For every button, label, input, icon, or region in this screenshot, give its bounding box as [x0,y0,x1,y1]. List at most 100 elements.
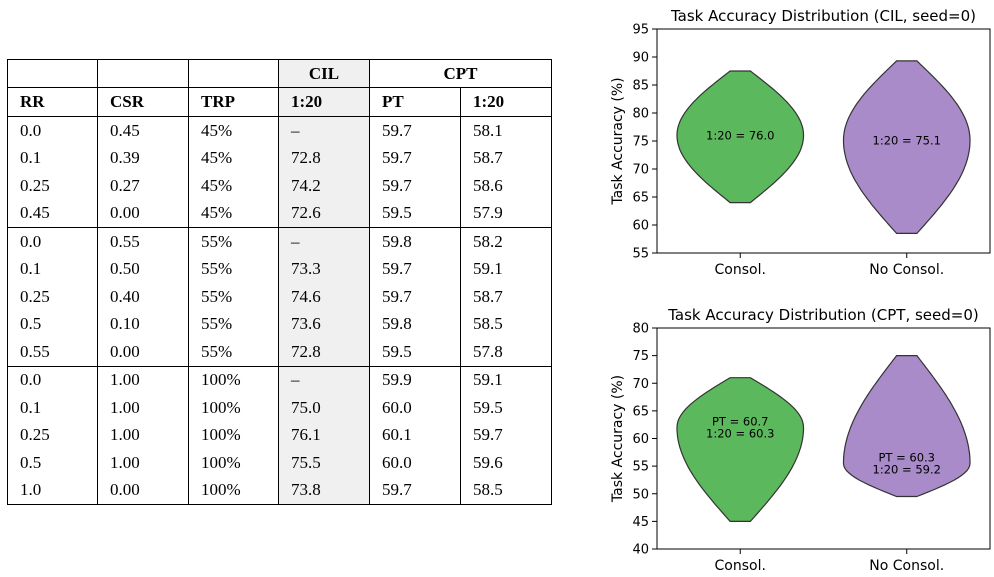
table-cell: 45% [188,172,279,200]
table-cell: 58.6 [460,172,552,200]
y-tick-label: 65 [632,191,649,206]
table-cell: 0.50 [97,255,189,283]
y-axis-label: Task Accuracy (%) [610,77,626,205]
column-header-cpt-ratio: 1:20 [460,87,552,117]
table-cell: 59.1 [460,365,552,394]
column-header-csr: CSR [97,87,189,117]
table-cell: 45% [188,199,279,228]
y-tick-label: 45 [632,515,649,530]
y-tick-label: 80 [632,322,649,337]
table-cell: 1.00 [97,449,189,477]
results-table: CIL CPT RR CSR TRP 1:20 PT 1:20 0.0 0.45 4… [7,59,552,505]
x-tick-label: No Consol. [869,262,944,278]
violin-annotation: 1:20 = 60.3 [706,426,774,440]
table-cell: 59.8 [369,227,461,256]
table-row: 0.1 1.00 100% 75.0 60.0 59.5 [7,394,552,422]
table-cell: 0.25 [7,421,98,449]
violin-annotation: 1:20 = 75.1 [873,133,941,147]
table-cell: – [278,365,370,394]
violin-annotation: 1:20 = 76.0 [706,128,774,142]
group-header-cpt: CPT [369,59,552,88]
table-row: 0.1 0.39 45% 72.8 59.7 58.7 [7,144,552,172]
table-cell: 0.00 [97,199,189,228]
table-row: 0.25 1.00 100% 76.1 60.1 59.7 [7,421,552,449]
table-cell: 100% [188,449,279,477]
table-cell: 0.39 [97,144,189,172]
table-row: 0.0 0.55 55% –59.8 58.2 [7,227,552,256]
violin-annotation: 1:20 = 59.2 [873,462,941,476]
y-tick-label: 75 [632,135,649,150]
table-cell: 73.6 [278,310,370,338]
group-header-cell [188,59,279,88]
y-tick-label: 90 [632,51,649,66]
y-tick-label: 50 [632,487,649,502]
table-cell: 75.0 [278,394,370,422]
table-cell: 59.7 [369,144,461,172]
y-tick-label: 70 [632,163,649,178]
y-tick-label: 75 [632,349,649,364]
table-row: 0.1 0.50 55% 73.3 59.7 59.1 [7,255,552,283]
table-row: 0.25 0.27 45% 74.2 59.7 58.6 [7,172,552,200]
table-cell: 74.6 [278,283,370,311]
table-cell: 59.7 [369,172,461,200]
table-cell: 1.00 [97,394,189,422]
violin-annotation: PT = 60.7 [712,414,769,428]
y-tick-label: 85 [632,79,649,94]
table-cell: 60.0 [369,449,461,477]
table-cell: 0.10 [97,310,189,338]
table-cell: 1.0 [7,476,98,505]
table-cell: 0.1 [7,255,98,283]
table-cell: 58.5 [460,476,552,505]
violin-no-consol [842,60,971,234]
table-cell: 57.8 [460,338,552,366]
table-cell: 100% [188,394,279,422]
table-cell: 0.00 [97,338,189,366]
column-header-row: RR CSR TRP 1:20 PT 1:20 [7,87,552,117]
table-cell: 74.2 [278,172,370,200]
table-cell: 73.8 [278,476,370,505]
column-header-rr: RR [7,87,98,117]
group-header-cell [7,59,98,88]
violin-chart-cpt: Task Accuracy Distribution (CPT, seed=0)… [610,306,991,574]
table-cell: 59.8 [369,310,461,338]
violin-consol [676,377,805,522]
table-cell: 55% [188,227,279,256]
table-cell: 59.7 [369,283,461,311]
table-cell: 58.2 [460,227,552,256]
table-row: 0.25 0.40 55% 74.6 59.7 58.7 [7,283,552,311]
table-cell: 59.5 [460,394,552,422]
column-header-trp: TRP [188,87,279,117]
table-row: 0.0 1.00 100% –59.9 59.1 [7,365,552,394]
table-cell: 0.5 [7,449,98,477]
table-cell: 0.40 [97,283,189,311]
table-cell: 60.1 [369,421,461,449]
violin-chart-cil: Task Accuracy Distribution (CIL, seed=0)… [610,7,991,278]
table-cell: 0.1 [7,144,98,172]
y-tick-label: 65 [632,404,649,419]
chart-title: Task Accuracy Distribution (CIL, seed=0) [670,7,976,25]
table-cell: 59.9 [369,365,461,394]
group-header-cell [97,59,189,88]
table-cell: 0.45 [7,199,98,228]
y-tick-label: 55 [632,247,649,262]
table-cell: 59.5 [369,338,461,366]
table-cell: 73.3 [278,255,370,283]
table-cell: 0.45 [97,116,189,145]
table-cell: 75.5 [278,449,370,477]
table-cell: – [278,116,370,145]
table-body: 0.0 0.45 45% –59.7 58.1 0.1 0.39 45% 72.8 59.7 58.… [7,116,552,505]
group-header-cil: CIL [278,59,370,88]
table-cell: 72.8 [278,144,370,172]
table-cell: 0.0 [7,227,98,256]
y-tick-label: 70 [632,377,649,392]
table-cell: 57.9 [460,199,552,228]
y-tick-label: 40 [632,543,649,558]
x-tick-label: Consol. [715,262,766,278]
violin-no-consol [842,355,971,498]
table-cell: 45% [188,144,279,172]
table-cell: 76.1 [278,421,370,449]
y-tick-label: 95 [632,23,649,38]
violin-annotation: PT = 60.3 [878,450,935,464]
table-cell: 59.6 [460,449,552,477]
table-cell: 58.5 [460,310,552,338]
